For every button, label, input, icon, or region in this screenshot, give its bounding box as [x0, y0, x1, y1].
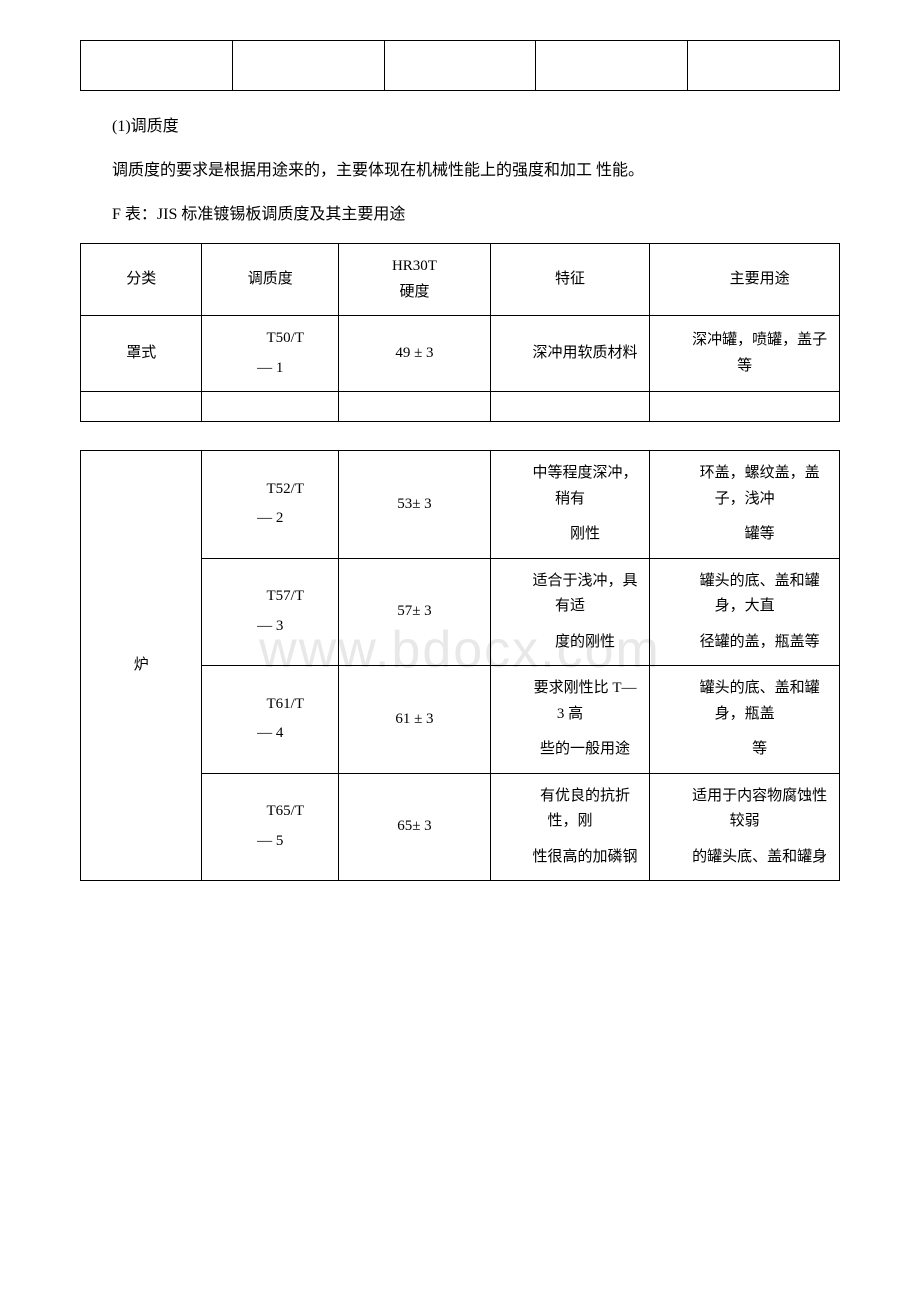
temper-table-1: 分类 调质度 HR30T 硬度 特征 主要用途 罩式 T50/T — 1 49 … [80, 243, 840, 422]
cell-feature: 中等程度深冲，稍有 刚性 [490, 451, 649, 559]
feature-l1: 有优良的抗折性，刚 [499, 784, 641, 835]
empty-cell [650, 392, 840, 422]
table-row: 炉 T52/T — 2 53± 3 中等程度深冲，稍有 刚性 环盖，螺纹盖，盖子… [81, 451, 840, 559]
use-l2: 罐等 [658, 522, 831, 548]
feature-text: 深冲用软质材料 [499, 341, 641, 367]
cell-use: 适用于内容物腐蚀性较弱 的罐头底、盖和罐身 [650, 773, 840, 881]
cell-hardness: 53± 3 [339, 451, 491, 559]
cell-temper: T52/T — 2 [202, 451, 339, 559]
temper-line1: T65/T [210, 799, 330, 825]
hardness-line1: HR30T [392, 258, 437, 274]
cell-feature: 有优良的抗折性，刚 性很高的加磷钢 [490, 773, 649, 881]
header-hardness: HR30T 硬度 [339, 244, 491, 316]
use-header-text: 主要用途 [658, 267, 831, 293]
cell-feature: 适合于浅冲，具有适 度的刚性 [490, 558, 649, 666]
header-category: 分类 [81, 244, 202, 316]
temper-line2: — 4 [210, 721, 330, 747]
document-content: (1)调质度 调质度的要求是根据用途来的，主要体现在机械性能上的强度和加工 性能… [80, 40, 840, 881]
temper-table-2: 炉 T52/T — 2 53± 3 中等程度深冲，稍有 刚性 环盖，螺纹盖，盖子… [80, 450, 840, 881]
table-empty-row [81, 392, 840, 422]
cell-use: 罐头的底、盖和罐身，大直 径罐的盖，瓶盖等 [650, 558, 840, 666]
cell-hardness: 65± 3 [339, 773, 491, 881]
empty-cell [339, 392, 491, 422]
empty-cell [384, 41, 536, 91]
cell-temper: T50/T — 1 [202, 316, 339, 392]
paragraph-heading: (1)调质度 [80, 111, 840, 143]
use-l1: 适用于内容物腐蚀性较弱 [658, 784, 831, 835]
cell-use: 深冲罐，喷罐，盖子等 [650, 316, 840, 392]
feature-l1: 要求刚性比 T— 3 高 [499, 676, 641, 727]
use-l2: 的罐头底、盖和罐身 [658, 845, 831, 871]
temper-line1: T52/T [210, 477, 330, 503]
temper-line1: T61/T [210, 692, 330, 718]
use-l1: 环盖，螺纹盖，盖子，浅冲 [658, 461, 831, 512]
feature-l1: 中等程度深冲，稍有 [499, 461, 641, 512]
table-row: 罩式 T50/T — 1 49 ± 3 深冲用软质材料 深冲罐，喷罐，盖子等 [81, 316, 840, 392]
cell-hardness: 49 ± 3 [339, 316, 491, 392]
temper-line1: T57/T [210, 584, 330, 610]
use-l1: 罐头的底、盖和罐身，瓶盖 [658, 676, 831, 727]
paragraph-table-caption: F 表：JIS 标准镀锡板调质度及其主要用途 [80, 199, 840, 231]
cell-feature: 要求刚性比 T— 3 高 些的一般用途 [490, 666, 649, 774]
feature-l2: 度的刚性 [499, 630, 641, 656]
empty-cell [536, 41, 688, 91]
empty-cell [688, 41, 840, 91]
temper-line2: — 5 [210, 829, 330, 855]
cell-temper: T57/T — 3 [202, 558, 339, 666]
empty-cell [202, 392, 339, 422]
cell-hardness: 61 ± 3 [339, 666, 491, 774]
cell-category: 罩式 [81, 316, 202, 392]
header-feature: 特征 [490, 244, 649, 316]
cell-use: 环盖，螺纹盖，盖子，浅冲 罐等 [650, 451, 840, 559]
temper-line1: T50/T [210, 326, 330, 352]
cell-category: 炉 [81, 451, 202, 881]
empty-cell [81, 392, 202, 422]
cell-hardness: 57± 3 [339, 558, 491, 666]
paragraph-body: 调质度的要求是根据用途来的，主要体现在机械性能上的强度和加工 性能。 [80, 155, 840, 187]
feature-l2: 刚性 [499, 522, 641, 548]
use-l1: 罐头的底、盖和罐身，大直 [658, 569, 831, 620]
placeholder-top-table [80, 40, 840, 91]
temper-line2: — 1 [210, 356, 330, 382]
cell-use: 罐头的底、盖和罐身，瓶盖 等 [650, 666, 840, 774]
feature-l1: 适合于浅冲，具有适 [499, 569, 641, 620]
cell-feature: 深冲用软质材料 [490, 316, 649, 392]
use-l2: 等 [658, 737, 831, 763]
header-use: 主要用途 [650, 244, 840, 316]
table-header-row: 分类 调质度 HR30T 硬度 特征 主要用途 [81, 244, 840, 316]
empty-cell [232, 41, 384, 91]
empty-cell [490, 392, 649, 422]
cell-temper: T61/T — 4 [202, 666, 339, 774]
table-row [81, 41, 840, 91]
header-temper: 调质度 [202, 244, 339, 316]
cell-temper: T65/T — 5 [202, 773, 339, 881]
temper-line2: — 2 [210, 506, 330, 532]
temper-line2: — 3 [210, 614, 330, 640]
use-l2: 径罐的盖，瓶盖等 [658, 630, 831, 656]
feature-l2: 性很高的加磷钢 [499, 845, 641, 871]
hardness-line2: 硬度 [399, 284, 429, 300]
use-text: 深冲罐，喷罐，盖子等 [658, 328, 831, 379]
feature-l2: 些的一般用途 [499, 737, 641, 763]
empty-cell [81, 41, 233, 91]
